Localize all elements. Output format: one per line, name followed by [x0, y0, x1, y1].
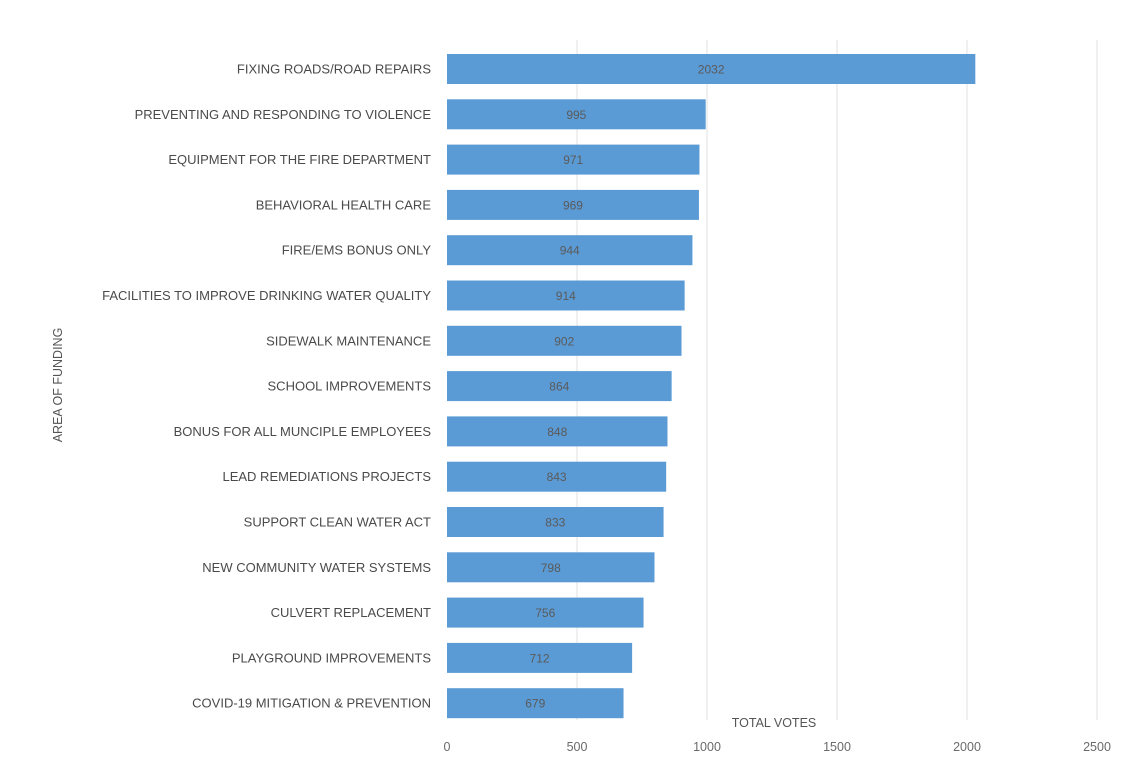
- bar-value-label: 843: [547, 470, 567, 484]
- category-label: PREVENTING AND RESPONDING TO VIOLENCE: [135, 107, 432, 122]
- bar-value-label: 944: [560, 244, 580, 258]
- value-labels: 2032 995 971 969 944 914 902 864 848 843 833 798 756…: [525, 63, 725, 711]
- x-tick-label: 2500: [1083, 740, 1111, 754]
- bar: [447, 642, 633, 673]
- bar: [447, 235, 693, 266]
- bar-value-label: 914: [556, 289, 576, 303]
- bar-value-label: 848: [547, 425, 567, 439]
- x-tick-label: 0: [444, 740, 451, 754]
- category-label: BEHAVIORAL HEALTH CARE: [256, 197, 432, 212]
- bar-value-label: 679: [525, 697, 545, 711]
- bar: [447, 99, 706, 130]
- category-label: COVID-19 MITIGATION & PREVENTION: [192, 696, 431, 711]
- bar: [447, 144, 700, 175]
- bar: [447, 189, 699, 220]
- x-tick-label: 500: [567, 740, 588, 754]
- category-label: BONUS FOR ALL MUNCIPLE EMPLOYEES: [174, 424, 432, 439]
- x-tick-label: 1500: [823, 740, 851, 754]
- bar: [447, 371, 672, 402]
- category-label: FACILITIES TO IMPROVE DRINKING WATER QUA…: [102, 288, 431, 303]
- bar: [447, 507, 664, 537]
- category-label: LEAD REMEDIATIONS PROJECTS: [222, 469, 431, 484]
- bar: [447, 54, 976, 84]
- bar-value-label: 712: [530, 651, 550, 665]
- category-label: SCHOOL IMPROVEMENTS: [268, 379, 432, 394]
- bar: [447, 280, 685, 311]
- bar-value-label: 864: [549, 380, 569, 394]
- bar-value-label: 969: [563, 198, 583, 212]
- bar-value-label: 2032: [698, 63, 725, 77]
- x-tick-labels: 0 500 1000 1500 2000 2500: [444, 740, 1111, 754]
- category-label: FIXING ROADS/ROAD REPAIRS: [237, 62, 431, 77]
- x-axis-title: TOTAL VOTES: [732, 716, 817, 730]
- bars: [447, 54, 976, 719]
- bar-value-label: 995: [566, 108, 586, 122]
- bar-value-label: 902: [554, 334, 574, 348]
- category-label: PLAYGROUND IMPROVEMENTS: [232, 650, 431, 665]
- category-labels: FIXING ROADS/ROAD REPAIRS PREVENTING AND …: [102, 62, 431, 711]
- category-label: NEW COMMUNITY WATER SYSTEMS: [202, 560, 431, 575]
- bar-value-label: 798: [541, 561, 561, 575]
- bar: [447, 461, 667, 492]
- bar-value-label: 971: [563, 153, 583, 167]
- bar: [447, 688, 624, 719]
- category-label: SIDEWALK MAINTENANCE: [266, 333, 431, 348]
- category-label: SUPPORT CLEAN WATER ACT: [244, 515, 431, 530]
- y-axis-title: AREA OF FUNDING: [51, 328, 65, 443]
- category-label: FIRE/EMS BONUS ONLY: [282, 243, 432, 258]
- x-tick-label: 2000: [953, 740, 981, 754]
- bar: [447, 597, 644, 628]
- bar: [447, 552, 655, 583]
- bar-value-label: 833: [545, 516, 565, 530]
- bar-value-label: 756: [535, 606, 555, 620]
- category-label: EQUIPMENT FOR THE FIRE DEPARTMENT: [168, 152, 431, 167]
- x-tick-label: 1000: [693, 740, 721, 754]
- bar: [447, 416, 668, 447]
- category-label: CULVERT REPLACEMENT: [271, 605, 431, 620]
- bar: [447, 325, 682, 356]
